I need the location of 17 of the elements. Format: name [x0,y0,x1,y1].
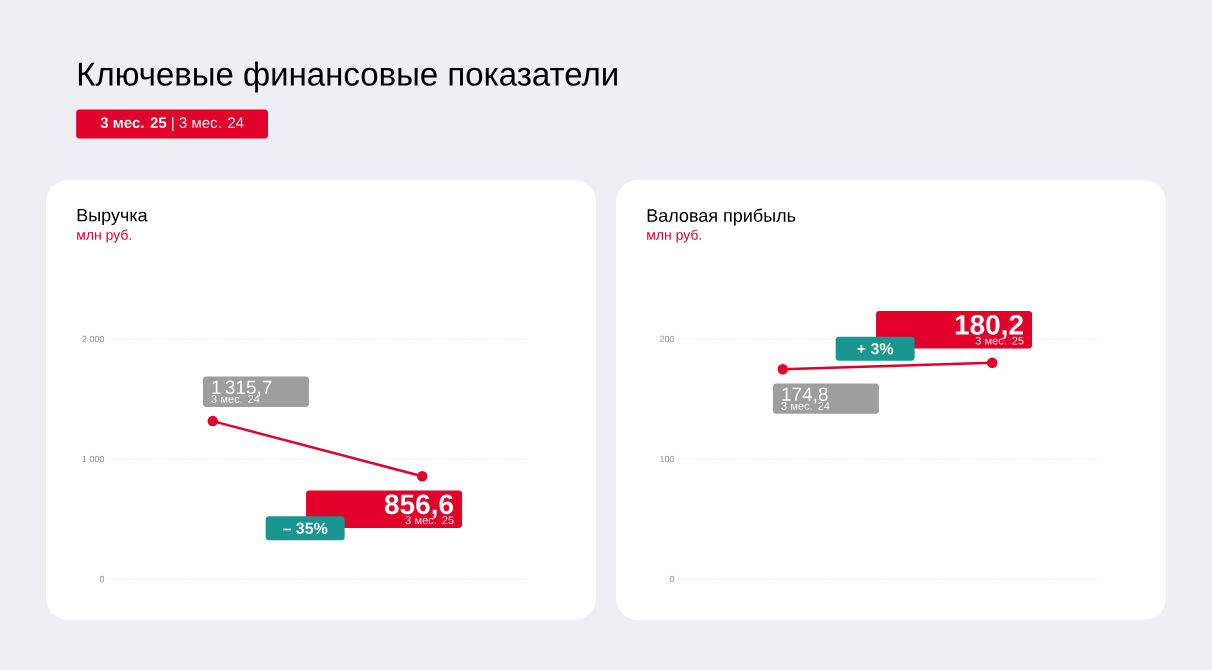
y-tick-label: 0 [669,575,675,583]
annotation: + 3% [857,343,894,355]
text: Ключевые финансовые показатели [78,61,617,93]
y-tick-label: 1 000 [82,455,105,463]
chart-subtitle: млн руб. [647,229,702,243]
y-tick-label: 200 [659,335,675,343]
chart-subtitle: млн руб. [77,229,132,243]
text: 3 мес. 25 | 3 мес. 24 [100,116,244,132]
chart-title: Валовая прибыль [647,208,796,226]
annotation: 3 мес. 24 [211,395,260,403]
annotation: – 35% [282,522,328,534]
chart-title: Выручка [77,208,148,226]
y-tick-label: 2 000 [82,335,105,343]
y-tick-label: 0 [99,575,105,583]
annotation: 3 мес. 24 [781,402,830,410]
y-tick-label: 100 [660,455,675,463]
data-label: 174,8 [782,387,828,404]
